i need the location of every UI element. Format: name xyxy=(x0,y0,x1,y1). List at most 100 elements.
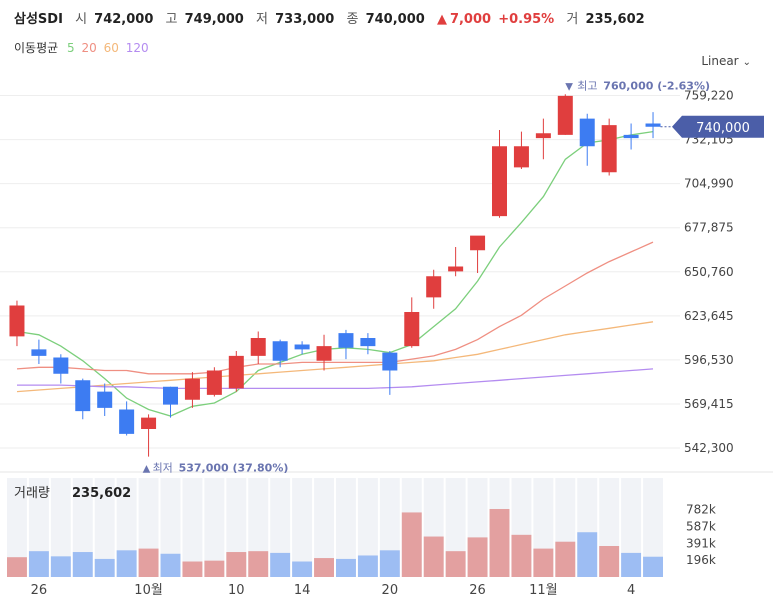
volume-bar xyxy=(270,552,291,577)
x-tick-label: 4 xyxy=(627,583,635,598)
triangle-down-icon: ▼ xyxy=(565,81,573,92)
ma-20-line xyxy=(16,241,654,375)
ma-60-label[interactable]: 60 xyxy=(103,41,119,55)
volume-bar xyxy=(445,551,466,577)
volume-column-bg xyxy=(357,478,378,577)
current-price-tag xyxy=(672,115,764,138)
volume-column-bg xyxy=(182,478,203,577)
candle-up xyxy=(206,370,222,395)
volume-bar xyxy=(116,550,137,577)
candle-up xyxy=(404,312,420,347)
volume-bar xyxy=(94,558,115,577)
volume-bar xyxy=(555,541,576,577)
candle-up xyxy=(448,266,464,272)
volume-bar xyxy=(248,551,269,577)
volume-column-bg xyxy=(270,478,291,577)
volume-bar xyxy=(50,556,71,577)
volume-bar xyxy=(7,557,27,577)
x-tick-label: 26 xyxy=(469,583,486,598)
triangle-up-icon: ▲ xyxy=(143,464,151,475)
volume-bar xyxy=(643,556,663,577)
high-annotation-value: 760,000 (-2.63%) xyxy=(603,79,710,92)
candle-up xyxy=(250,338,266,356)
volume-bar xyxy=(533,548,554,577)
stock-name: 삼성SDI xyxy=(14,12,63,27)
open-label: 시 xyxy=(75,12,88,27)
volume-bar xyxy=(226,552,247,577)
moving-average-legend[interactable]: 이동평균 5 20 60 120 xyxy=(14,39,152,56)
close-value: 740,000 xyxy=(365,12,425,27)
current-price-tag-label: 740,000 xyxy=(696,121,750,136)
change-value: 7,000 xyxy=(449,12,492,27)
candle-up xyxy=(535,133,551,139)
price-tick-label: 759,220 xyxy=(684,89,734,103)
candle-down xyxy=(163,386,178,405)
candle-down xyxy=(338,333,354,348)
candle-up xyxy=(470,235,486,251)
volume-bar xyxy=(423,536,444,577)
volume-column-bg xyxy=(204,478,225,577)
volume-tick-label: 196k xyxy=(686,553,716,567)
scale-selector[interactable]: Linear ⌄ xyxy=(701,54,751,68)
volume-bar xyxy=(138,548,159,577)
low-value: 733,000 xyxy=(275,12,335,27)
price-tick-label: 542,300 xyxy=(684,441,734,455)
candle-down xyxy=(272,341,288,361)
candle-down xyxy=(360,338,376,347)
candle-up xyxy=(228,355,244,389)
volume-bar xyxy=(599,546,620,577)
volume-title-value: 235,602 xyxy=(72,486,131,501)
price-tick-label: 596,530 xyxy=(684,353,734,367)
ma-60-line xyxy=(16,321,654,393)
volume-bar xyxy=(357,555,378,577)
volume-bar xyxy=(72,552,93,577)
volume-label: 거 xyxy=(566,12,579,27)
volume-bar xyxy=(314,558,334,577)
high-value: 749,000 xyxy=(184,12,244,27)
volume-bar xyxy=(204,560,225,577)
ma-5-label[interactable]: 5 xyxy=(67,41,75,55)
high-annotation-label: 최고 xyxy=(577,79,597,92)
ma-120-label[interactable]: 120 xyxy=(125,41,149,55)
x-tick-label: 10 xyxy=(228,583,245,598)
candle-down xyxy=(382,352,398,371)
volume-tick-label: 391k xyxy=(686,536,716,550)
volume-bar xyxy=(182,561,203,577)
volume-bar xyxy=(336,558,356,577)
candle-up xyxy=(316,346,332,361)
ma-20-label[interactable]: 20 xyxy=(81,41,97,55)
scale-selector-label: Linear xyxy=(701,54,739,68)
price-tick-label: 623,645 xyxy=(684,309,734,323)
volume-bar xyxy=(28,551,49,577)
volume-bar xyxy=(379,550,400,577)
candle-down xyxy=(53,357,69,374)
change-percent: +0.95% xyxy=(498,12,555,27)
close-label: 종 xyxy=(346,12,359,27)
candle-down xyxy=(31,349,47,356)
volume-column-bg xyxy=(314,478,334,577)
x-tick-label: 14 xyxy=(294,583,311,598)
candle-up xyxy=(9,305,25,337)
volume-bar xyxy=(160,553,181,577)
ma-120-line xyxy=(17,368,654,390)
price-tick-label: 704,990 xyxy=(684,177,734,191)
open-value: 742,000 xyxy=(94,12,154,27)
candle-down xyxy=(645,123,661,127)
candle-down xyxy=(579,118,595,147)
price-tick-label: 677,875 xyxy=(684,221,734,235)
candle-up xyxy=(492,146,507,217)
volume-title: 거래량 xyxy=(14,486,50,501)
ma-legend-title: 이동평균 xyxy=(14,41,59,55)
ma-5-line xyxy=(16,130,654,417)
candle-up xyxy=(557,95,573,135)
candle-up xyxy=(601,125,617,173)
volume-column-bg xyxy=(292,478,313,577)
candle-down xyxy=(119,409,135,434)
x-tick-label: 26 xyxy=(31,583,48,598)
price-header: 삼성SDI 시 742,000 고 749,000 저 733,000 종 74… xyxy=(14,8,653,27)
price-tick-label: 569,415 xyxy=(684,397,734,411)
volume-column-bg xyxy=(160,478,181,577)
low-annotation-label: 최저 xyxy=(153,462,173,475)
